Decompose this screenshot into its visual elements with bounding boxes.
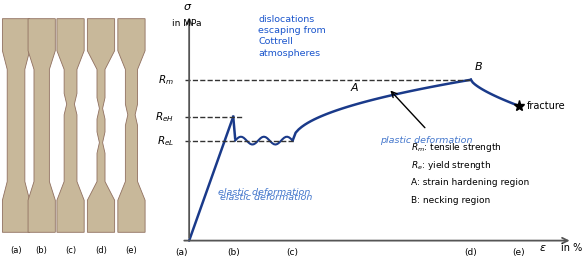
- Text: elastic deformation: elastic deformation: [220, 193, 312, 202]
- Polygon shape: [2, 19, 30, 232]
- Text: (e): (e): [125, 246, 138, 256]
- Text: in MPa: in MPa: [173, 19, 202, 28]
- Text: fracture: fracture: [526, 101, 565, 111]
- Text: A: A: [350, 84, 358, 93]
- Text: $R_{eH}$: $R_{eH}$: [155, 110, 174, 124]
- Text: (a): (a): [175, 248, 188, 257]
- Text: $R_m$: tensile strength: $R_m$: tensile strength: [412, 141, 502, 154]
- Text: A: strain hardening region: A: strain hardening region: [412, 178, 530, 187]
- Text: B: B: [475, 62, 482, 72]
- Text: ε: ε: [540, 243, 546, 253]
- Text: (d): (d): [465, 248, 477, 257]
- Polygon shape: [118, 19, 145, 232]
- Text: (b): (b): [227, 248, 240, 257]
- Text: B: necking region: B: necking region: [412, 196, 491, 205]
- Text: $R_m$: $R_m$: [158, 73, 174, 87]
- Text: σ: σ: [184, 2, 191, 12]
- Polygon shape: [28, 19, 55, 232]
- Text: (b): (b): [36, 246, 48, 256]
- Text: $R_e$: yield strength: $R_e$: yield strength: [412, 159, 491, 172]
- Text: in %: in %: [561, 243, 582, 253]
- Text: (c): (c): [65, 246, 76, 256]
- Text: (a): (a): [10, 246, 22, 256]
- Polygon shape: [87, 19, 115, 232]
- Polygon shape: [57, 19, 84, 232]
- Text: plastic deformation: plastic deformation: [381, 136, 473, 145]
- Text: dislocations
escaping from
Cottrell
atmospheres: dislocations escaping from Cottrell atmo…: [258, 14, 326, 58]
- Text: (d): (d): [95, 246, 107, 256]
- Text: (c): (c): [287, 248, 298, 257]
- Text: (e): (e): [512, 248, 525, 257]
- Text: $R_{eL}$: $R_{eL}$: [156, 134, 174, 147]
- Text: elastic deformation: elastic deformation: [217, 189, 310, 197]
